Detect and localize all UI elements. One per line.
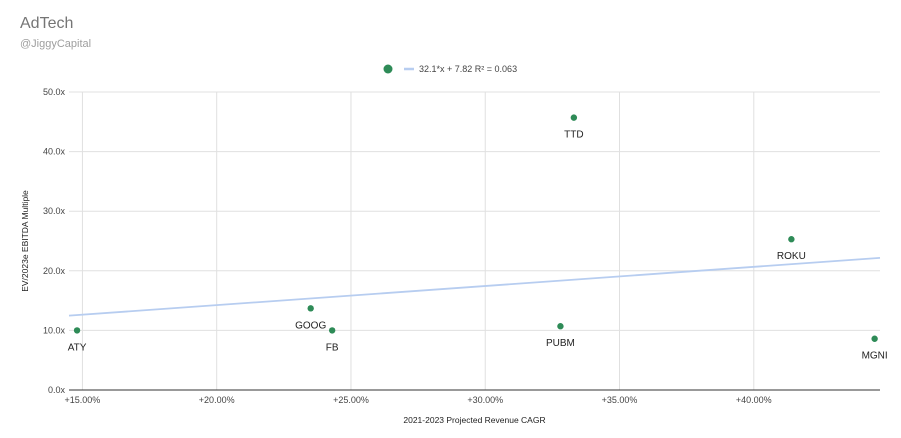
- data-point-roku[interactable]: [788, 236, 795, 243]
- legend-trendline-label: 32.1*x + 7.82 R² = 0.063: [419, 64, 517, 74]
- x-tick-label: +35.00%: [602, 395, 638, 405]
- point-label-aty: ATY: [68, 342, 87, 353]
- x-axis-title: 2021-2023 Projected Revenue CAGR: [403, 415, 545, 425]
- legend[interactable]: 32.1*x + 7.82 R² = 0.063: [383, 64, 518, 74]
- y-tick-label: 40.0x: [43, 147, 66, 157]
- y-axis-ticks: 0.0x 10.0x 20.0x 30.0x 40.0x 50.0x: [43, 87, 66, 395]
- point-label-goog: GOOG: [295, 320, 326, 331]
- data-point-mgni[interactable]: [871, 335, 878, 342]
- chart-subtitle: @JiggyCapital: [20, 38, 92, 50]
- point-label-pubm: PUBM: [546, 338, 575, 349]
- x-tick-label: +15.00%: [65, 395, 101, 405]
- point-label-ttd: TTD: [564, 130, 583, 141]
- y-axis-title: EV/2023e EBITDA Multiple: [20, 190, 30, 292]
- y-tick-label: 0.0x: [48, 385, 66, 395]
- y-tick-label: 30.0x: [43, 206, 66, 216]
- data-point-pubm[interactable]: [557, 323, 564, 330]
- data-point-aty[interactable]: [73, 327, 81, 334]
- x-tick-label: +25.00%: [333, 395, 369, 405]
- trendline-group: [68, 256, 881, 317]
- data-point-goog[interactable]: [307, 305, 314, 312]
- point-label-mgni: MGNI: [862, 351, 888, 362]
- trendline: [68, 256, 881, 317]
- point-label-roku: ROKU: [777, 251, 806, 262]
- x-axis-ticks: +15.00% +20.00% +25.00% +30.00% +35.00% +40.0…: [65, 395, 772, 405]
- data-point-ttd[interactable]: [570, 114, 578, 121]
- chart-title: AdTech: [20, 15, 74, 32]
- y-tick-label: 50.0x: [43, 87, 66, 97]
- y-tick-label: 10.0x: [43, 325, 66, 335]
- legend-point-marker: [383, 64, 393, 74]
- y-tick-label: 20.0x: [43, 266, 66, 276]
- point-label-fb: FB: [326, 342, 339, 353]
- data-point-fb[interactable]: [328, 327, 336, 334]
- gridlines: [69, 91, 880, 390]
- x-tick-label: +30.00%: [467, 395, 503, 405]
- x-tick-label: +20.00%: [199, 395, 235, 405]
- x-tick-label: +40.00%: [736, 395, 772, 405]
